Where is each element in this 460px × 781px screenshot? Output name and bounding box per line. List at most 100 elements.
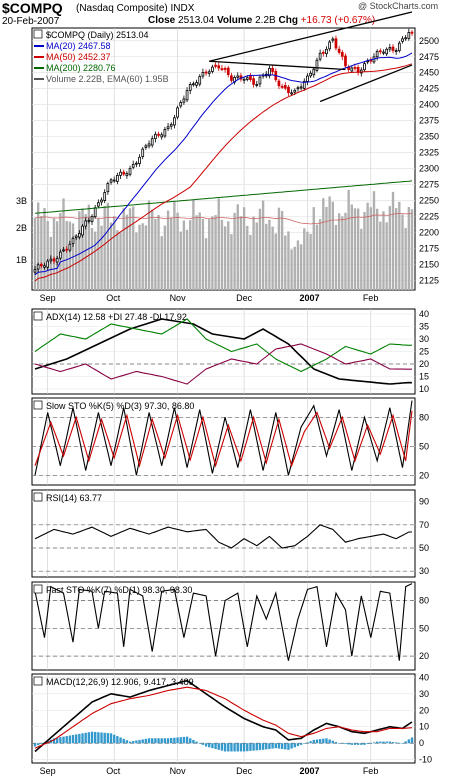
candle-body [74, 235, 78, 238]
x-axis-label: Nov [170, 293, 187, 303]
macd-histogram-bar [258, 743, 262, 751]
volume-bar [94, 231, 97, 290]
volume-bar [252, 216, 255, 290]
candle-body [283, 85, 287, 89]
macd-histogram-bar [271, 743, 274, 749]
x-axis-label: Nov [170, 766, 187, 776]
candle-body [58, 251, 62, 259]
volume-bar [132, 206, 135, 290]
ma50-line [34, 63, 413, 282]
indicator-series-line [34, 318, 413, 373]
volume-bar [280, 210, 284, 290]
indicator-tick-label: 10 [419, 722, 429, 732]
macd-histogram-bar [391, 741, 395, 744]
candle-body [179, 102, 183, 107]
volume-bar [163, 225, 167, 290]
indicator-tick-label: 15 [419, 372, 429, 382]
macd-histogram-bar [255, 743, 258, 751]
macd-histogram-bar [170, 738, 173, 744]
macd-histogram-bar [375, 741, 379, 744]
candle-body [163, 129, 167, 137]
macd-histogram-bar [116, 736, 119, 744]
volume-bar [379, 221, 382, 290]
candle-body [154, 133, 157, 139]
volume-bar [388, 206, 392, 290]
indicator-tick-label: 30 [419, 334, 429, 344]
macd-histogram-bar [227, 743, 230, 752]
macd-histogram-bar [208, 743, 211, 748]
macd-histogram-bar [239, 743, 243, 752]
candle-body [182, 98, 186, 103]
brand-watermark: @ StockCharts.com [358, 1, 439, 11]
macd-histogram-bar [125, 740, 129, 744]
candle-body [302, 80, 306, 89]
volume-bar [315, 224, 319, 290]
indicator-legend-title: ADX(14) 12.58 +DI 27.48 -DI 17.92 [46, 312, 187, 322]
macd-histogram-bar [157, 738, 160, 744]
x-axis-label: Sep [40, 293, 56, 303]
candle-body [81, 225, 84, 236]
volume-bar [360, 228, 363, 290]
candle-body [144, 145, 148, 148]
candle-body [401, 38, 404, 42]
candle-body [306, 75, 309, 82]
macd-histogram-bar [277, 743, 281, 749]
candle-body [195, 82, 198, 86]
volume-bar [303, 228, 306, 290]
volume-bar [36, 202, 40, 290]
volume-bar [182, 220, 186, 290]
volume-bar [119, 232, 122, 290]
x-axis-label: Feb [363, 766, 379, 776]
macd-histogram-bar [337, 743, 341, 744]
volume-bar [261, 200, 265, 290]
index-name: (Nasdaq Composite) [76, 3, 168, 14]
volume-bar [204, 238, 208, 290]
volume-bar [404, 228, 407, 290]
close-value: 2513.04 [178, 15, 215, 26]
macd-histogram-bar [59, 737, 62, 744]
volume-bar [230, 234, 233, 290]
volume-bar [322, 198, 325, 290]
volume-bar [109, 222, 113, 290]
chg-value: +16.73 (+0.67%) [300, 15, 376, 26]
volume-bar [246, 225, 249, 290]
candle-body [65, 248, 69, 251]
volume-bar [214, 215, 217, 290]
volume-bar [334, 224, 338, 290]
candle-body [135, 162, 138, 165]
volume-bar [220, 219, 224, 290]
indicator-tick-label: 90 [419, 497, 429, 507]
volume-bar [65, 220, 68, 290]
candle-body [87, 219, 91, 222]
price-tick-label: 2450 [419, 68, 439, 78]
candle-body [217, 65, 221, 69]
volume-bar [401, 214, 404, 290]
macd-histogram-bar [290, 743, 293, 749]
macd-histogram-bar [52, 738, 56, 744]
indicator-series-line [34, 318, 413, 385]
macd-histogram-bar [217, 743, 220, 750]
volume-bar [350, 204, 353, 290]
volume-bar [46, 220, 49, 290]
macd-histogram-bar [341, 743, 344, 744]
indicator-tick-label: 20 [419, 651, 429, 661]
candle-body [363, 63, 366, 71]
candle-body [230, 75, 233, 81]
macd-histogram-bar [147, 738, 151, 744]
volume-bar [394, 208, 398, 290]
candle-body [375, 50, 379, 58]
macd-histogram-bar [252, 743, 255, 751]
candle-body [188, 83, 192, 91]
candle-body [277, 80, 281, 87]
macd-histogram-bar [201, 743, 205, 745]
indicator-tick-label: 20 [419, 470, 429, 480]
candle-body [293, 89, 297, 93]
candle-body [382, 51, 385, 54]
volume-bar [195, 215, 198, 290]
indicator-tick-label: 35 [419, 322, 429, 332]
volume-bar [410, 209, 414, 290]
volume-bar [287, 231, 290, 290]
macd-histogram-bar [144, 738, 148, 744]
price-tick-label: 2400 [419, 100, 439, 110]
candle-body [249, 75, 252, 81]
